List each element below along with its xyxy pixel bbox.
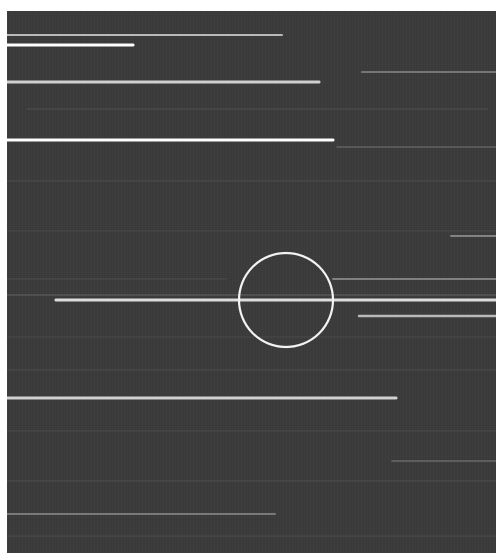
star-field-image bbox=[7, 11, 496, 553]
sensor-noise bbox=[7, 11, 496, 553]
streak-layer bbox=[7, 34, 496, 537]
target-circle bbox=[237, 251, 335, 349]
